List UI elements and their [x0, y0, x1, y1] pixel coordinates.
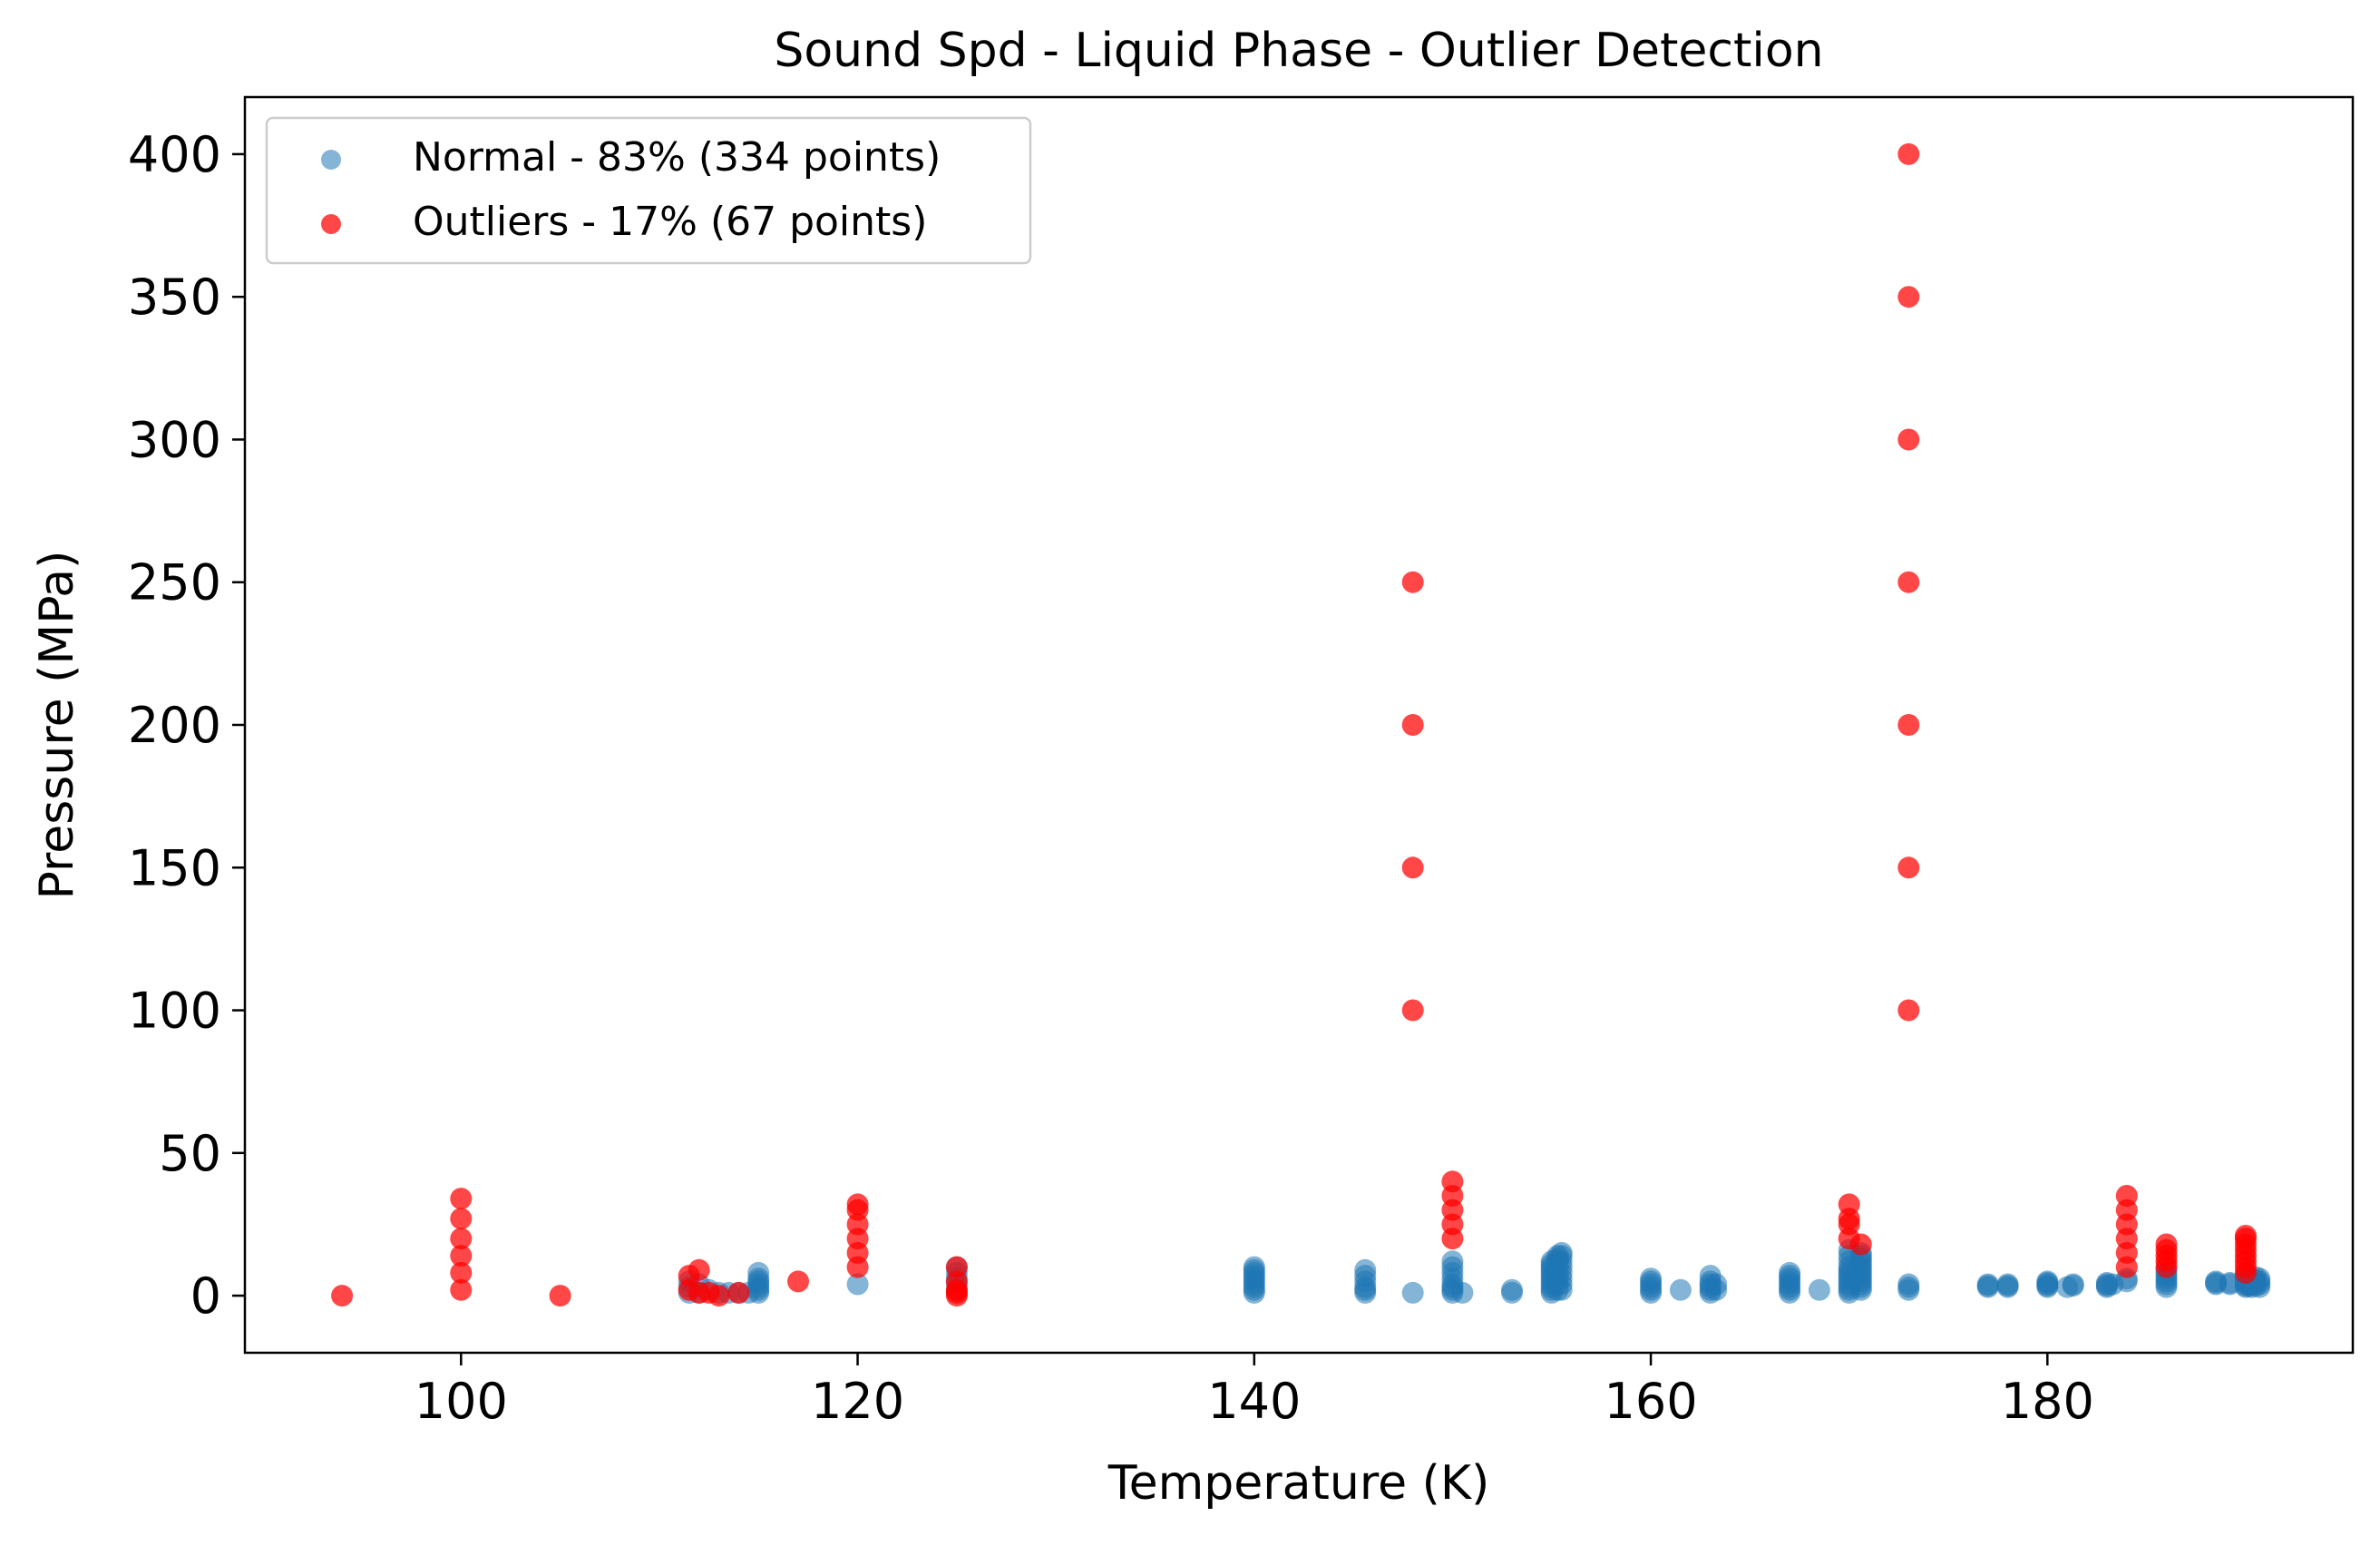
outlier-point	[450, 1208, 473, 1230]
normal-point	[1550, 1241, 1573, 1264]
outlier-point	[1897, 856, 1920, 879]
x-tick-label: 180	[2001, 1373, 2094, 1430]
outlier-point	[331, 1285, 354, 1307]
outlier-point	[787, 1270, 809, 1293]
normal-point	[1451, 1281, 1474, 1304]
normal-point	[1501, 1278, 1523, 1301]
y-tick-label: 400	[128, 126, 221, 183]
x-axis-label: Temperature (K)	[1107, 1456, 1490, 1511]
normal-point	[846, 1273, 869, 1296]
y-axis-label: Pressure (MPa)	[30, 551, 84, 900]
outlier-point	[727, 1281, 750, 1304]
x-axis-ticks: 100 120 140 160 180	[415, 1353, 2094, 1430]
normal-point	[1705, 1273, 1728, 1296]
normal-point	[1897, 1273, 1920, 1296]
outlier-point	[450, 1278, 473, 1301]
outlier-point	[1401, 856, 1424, 879]
outlier-point	[450, 1261, 473, 1284]
outlier-point	[945, 1256, 968, 1278]
outlier-point	[2115, 1185, 2138, 1207]
x-tick-label: 160	[1605, 1373, 1698, 1430]
legend-box	[265, 116, 1032, 265]
y-axis-ticks: 0 50 100 150 200 250 300 350 400	[128, 126, 245, 1325]
y-tick-label: 150	[128, 839, 221, 896]
normal-point	[1354, 1258, 1377, 1281]
x-tick-label: 120	[811, 1373, 904, 1430]
outlier-point	[1441, 1170, 1464, 1193]
outlier-point	[707, 1285, 730, 1307]
x-tick-label: 100	[415, 1373, 508, 1430]
outlier-point	[2155, 1233, 2178, 1256]
y-tick-label: 50	[159, 1125, 221, 1182]
y-tick-label: 0	[190, 1267, 221, 1325]
normal-point	[1808, 1278, 1830, 1301]
series-group	[678, 1238, 2271, 1304]
outlier-point	[1897, 286, 1920, 308]
outlier-point	[450, 1188, 473, 1210]
outlier-point	[1897, 999, 1920, 1022]
outlier-point	[1401, 714, 1424, 736]
normal-point	[1976, 1273, 1999, 1296]
outlier-point	[846, 1193, 869, 1216]
series-layer	[331, 142, 2271, 1307]
y-tick-label: 300	[128, 411, 221, 468]
outlier-point	[1401, 571, 1424, 593]
y-tick-label: 350	[128, 269, 221, 326]
normal-point	[1669, 1278, 1692, 1301]
legend-label-outliers: Outliers - 17% (67 points)	[413, 199, 927, 245]
y-tick-label: 100	[128, 983, 221, 1040]
outlier-point	[450, 1228, 473, 1250]
outlier-point	[688, 1258, 710, 1281]
normal-point	[1243, 1256, 1265, 1278]
normal-point	[2062, 1273, 2084, 1296]
normal-point	[747, 1261, 770, 1284]
outlier-point	[1838, 1193, 1860, 1216]
normal-point	[1441, 1250, 1464, 1273]
x-tick-label: 140	[1207, 1373, 1301, 1430]
outlier-point	[1897, 571, 1920, 593]
outlier-point	[2234, 1225, 2257, 1247]
legend-label-normal: Normal - 83% (334 points)	[413, 134, 941, 181]
outlier-point	[1849, 1233, 1872, 1256]
normal-point	[1640, 1267, 1663, 1290]
outlier-point	[1897, 142, 1920, 165]
normal-point	[1779, 1261, 1801, 1284]
normal-point	[1401, 1281, 1424, 1304]
plot-frame	[243, 95, 2355, 1355]
series-group	[331, 142, 2257, 1307]
normal-point	[2036, 1270, 2059, 1293]
legend-marker-normal	[321, 150, 341, 170]
y-tick-label: 250	[128, 554, 221, 612]
legend: Normal - 83% (334 points) Outliers - 17%…	[265, 116, 1032, 265]
outlier-point	[1401, 999, 1424, 1022]
outlier-point	[1897, 428, 1920, 451]
chart-title: Sound Spd - Liquid Phase - Outlier Detec…	[774, 24, 1823, 78]
legend-marker-outliers	[321, 214, 341, 234]
outlier-point	[1897, 714, 1920, 736]
outlier-point	[549, 1285, 571, 1307]
y-tick-label: 200	[128, 697, 221, 754]
outlier-point	[450, 1245, 473, 1267]
normal-point	[1996, 1273, 2019, 1296]
